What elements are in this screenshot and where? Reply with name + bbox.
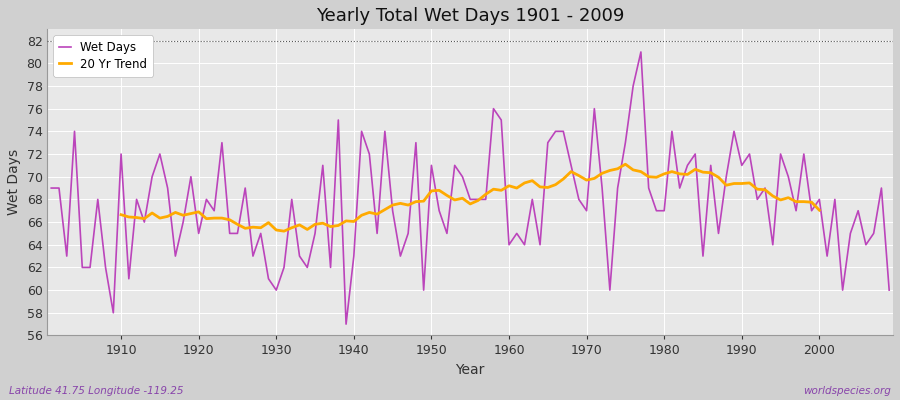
X-axis label: Year: Year	[455, 363, 485, 377]
Wet Days	[504, 242, 515, 247]
Wet Days	[884, 288, 895, 292]
Wet Days	[341, 322, 352, 326]
20 Yr Trend	[526, 178, 537, 183]
20 Yr Trend	[302, 227, 312, 232]
20 Yr Trend	[620, 162, 631, 167]
Wet Days	[511, 231, 522, 236]
20 Yr Trend	[116, 212, 127, 217]
20 Yr Trend	[806, 200, 817, 205]
Wet Days	[635, 50, 646, 54]
Wet Days	[46, 186, 57, 190]
20 Yr Trend	[286, 225, 297, 230]
Wet Days	[279, 265, 290, 270]
20 Yr Trend	[721, 183, 732, 188]
Y-axis label: Wet Days: Wet Days	[7, 149, 21, 216]
Line: 20 Yr Trend: 20 Yr Trend	[122, 164, 819, 231]
Wet Days	[108, 310, 119, 315]
20 Yr Trend	[279, 229, 290, 234]
20 Yr Trend	[201, 216, 212, 221]
Wet Days	[605, 288, 616, 292]
Text: worldspecies.org: worldspecies.org	[803, 386, 891, 396]
Line: Wet Days: Wet Days	[51, 52, 889, 324]
Title: Yearly Total Wet Days 1901 - 2009: Yearly Total Wet Days 1901 - 2009	[316, 7, 625, 25]
Legend: Wet Days, 20 Yr Trend: Wet Days, 20 Yr Trend	[53, 35, 153, 76]
Wet Days	[325, 265, 336, 270]
20 Yr Trend	[814, 208, 824, 212]
Text: Latitude 41.75 Longitude -119.25: Latitude 41.75 Longitude -119.25	[9, 386, 184, 396]
